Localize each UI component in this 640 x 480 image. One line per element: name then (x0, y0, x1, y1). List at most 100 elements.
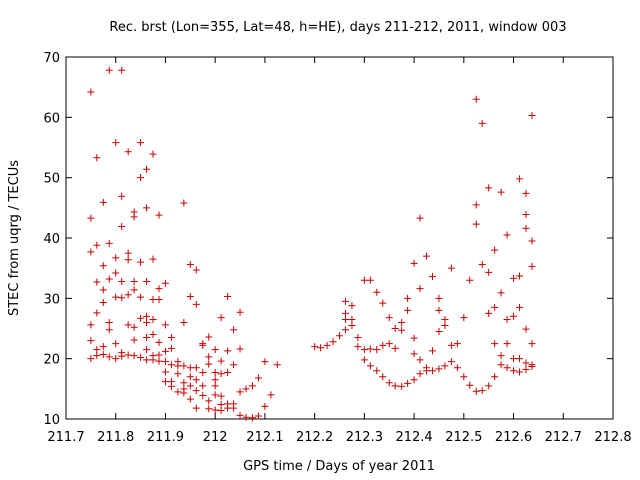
data-point (360, 356, 368, 364)
data-point (93, 309, 101, 317)
y-axis-label: STEC from uqrg / TECUs (7, 160, 22, 316)
data-point (99, 343, 107, 351)
data-point (510, 274, 518, 282)
data-point (211, 406, 219, 414)
data-point (242, 413, 250, 421)
data-point (205, 405, 213, 413)
data-point (93, 154, 101, 162)
data-point (87, 214, 95, 222)
data-point (143, 346, 151, 354)
data-point (485, 309, 493, 317)
data-point (161, 279, 169, 287)
data-point (348, 321, 356, 329)
data-point (105, 318, 113, 326)
x-axis-label: GPS time / Days of year 2011 (243, 459, 435, 474)
data-point (112, 340, 120, 348)
data-point (211, 382, 219, 390)
data-point (311, 343, 319, 351)
data-point (522, 325, 530, 333)
data-point (224, 404, 232, 412)
data-point (87, 248, 95, 256)
data-point (373, 288, 381, 296)
data-point (360, 276, 368, 284)
data-point (354, 343, 362, 351)
data-point (485, 268, 493, 276)
data-point (174, 388, 182, 396)
data-point (379, 373, 387, 381)
data-point (149, 255, 157, 263)
data-point (472, 387, 480, 395)
data-point (93, 241, 101, 249)
data-point (230, 361, 238, 369)
data-point (192, 266, 200, 274)
data-point (130, 323, 138, 331)
data-point (491, 303, 499, 311)
data-point (528, 262, 536, 270)
data-point (485, 184, 493, 192)
data-point (124, 256, 132, 264)
data-point (497, 289, 505, 297)
data-point (410, 350, 418, 358)
data-point (416, 214, 424, 222)
data-point (124, 321, 132, 329)
data-point (224, 293, 232, 301)
data-point (192, 300, 200, 308)
data-point (366, 276, 374, 284)
x-tick-label: 212.1 (246, 430, 283, 445)
data-point (199, 382, 207, 390)
x-tick-label: 211.8 (97, 430, 134, 445)
data-point (130, 213, 138, 221)
data-point (248, 382, 256, 390)
data-point (118, 66, 126, 74)
data-point (99, 350, 107, 358)
data-point (143, 334, 151, 342)
data-point (273, 361, 281, 369)
data-point (112, 254, 120, 262)
data-point (435, 306, 443, 314)
data-point (366, 362, 374, 370)
data-point (137, 314, 145, 322)
data-point (491, 373, 499, 381)
data-point (87, 337, 95, 345)
data-point (199, 391, 207, 399)
data-point (236, 388, 244, 396)
data-point (447, 264, 455, 272)
data-point (130, 336, 138, 344)
data-point (143, 277, 151, 285)
data-point (161, 321, 169, 329)
data-point (180, 379, 188, 387)
x-tick-label: 212.7 (545, 430, 582, 445)
data-point (336, 332, 343, 340)
data-point (205, 353, 213, 361)
data-point (180, 318, 188, 326)
data-point (404, 306, 412, 314)
y-tick-label: 30 (43, 292, 60, 307)
data-point (236, 345, 244, 353)
data-point (105, 239, 113, 247)
data-point (217, 370, 225, 378)
data-point (360, 346, 368, 354)
data-point (366, 345, 374, 353)
data-point (230, 326, 238, 334)
data-point (379, 299, 387, 307)
data-point (410, 259, 418, 267)
data-point (186, 293, 194, 301)
data-point (118, 192, 126, 200)
data-point (112, 293, 120, 301)
data-point (503, 231, 511, 239)
data-point (460, 373, 468, 381)
data-point (447, 341, 455, 349)
data-point (503, 340, 511, 348)
y-tick-label: 40 (43, 232, 60, 247)
data-point (112, 139, 120, 147)
data-point (217, 357, 225, 365)
x-tick-label: 212.6 (495, 430, 532, 445)
data-point (528, 363, 536, 371)
y-tick-label: 70 (43, 51, 60, 66)
data-point (441, 362, 449, 370)
data-point (261, 358, 269, 366)
data-point (180, 389, 188, 397)
data-point (497, 352, 505, 360)
data-point (522, 189, 530, 197)
